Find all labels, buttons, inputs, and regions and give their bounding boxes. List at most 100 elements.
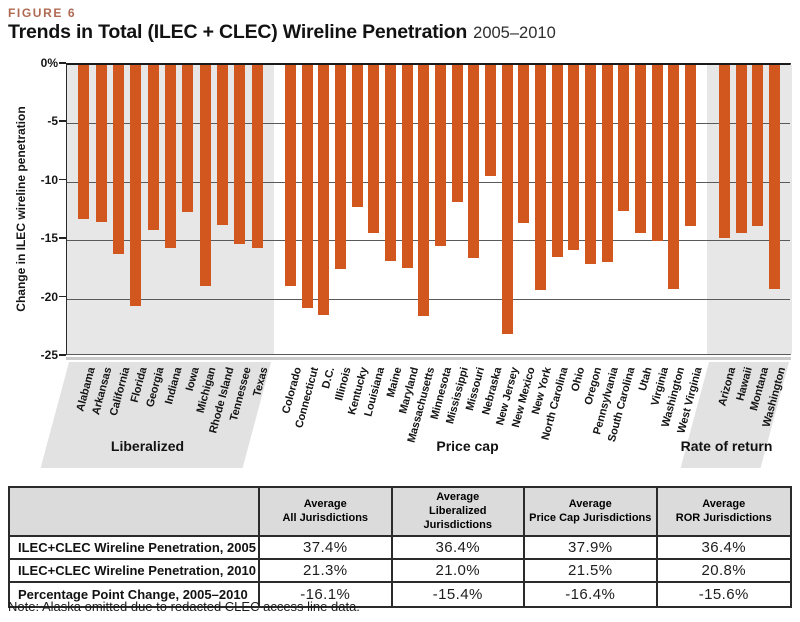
cell-r0-c0: 37.4%	[260, 537, 393, 561]
x-axis-state-labels: Alabama Arkansas California Florida Georgia I…	[66, 366, 791, 484]
x-label-d-c: D.C.	[320, 366, 338, 390]
bar-georgia	[147, 65, 159, 230]
bar-south-carolina	[618, 65, 630, 211]
y-tick-label-10: -10	[40, 172, 58, 187]
bar-arkansas	[95, 65, 107, 222]
bar-nebraska	[485, 65, 496, 176]
bar-florida	[130, 65, 142, 306]
y-tick-label-25: -25	[40, 348, 58, 362]
figure-title-years: 2005–2010	[473, 24, 556, 42]
bar-mississippi	[451, 65, 463, 202]
header-line-2: All Jurisdictions	[282, 511, 369, 524]
summary-table: Average All Jurisdictions Average Liberaliz…	[8, 486, 792, 609]
y-tick-label-20: -20	[40, 289, 58, 304]
cell-r2-c2: -16.4%	[525, 583, 658, 607]
x-label-texas: Texas	[251, 366, 271, 398]
row-label-percentage-point-change-2005-2010: Percentage Point Change, 2005–2010	[10, 583, 260, 607]
bar-texas	[251, 65, 263, 249]
bar-maine	[384, 65, 396, 262]
y-tick-mark-0	[59, 62, 66, 64]
bar-arizona	[718, 65, 730, 238]
bar-colorado	[284, 65, 296, 286]
x-label-utah: Utah	[636, 366, 655, 393]
bar-minnesota	[434, 65, 446, 247]
header-line-1: Average	[568, 497, 612, 510]
header-line-2: Liberalized Jurisdictions	[423, 504, 492, 531]
bar-virginia	[651, 65, 663, 242]
y-axis-title: Change in ILEC wireline penetration	[14, 106, 28, 312]
bar-new-mexico	[518, 65, 530, 223]
figure-number-label: FIGURE 6	[8, 6, 77, 20]
bar-utah	[635, 65, 647, 234]
bar-north-carolina	[551, 65, 563, 257]
bar-new-york	[535, 65, 547, 291]
table-header-all-jurisdictions: Average All Jurisdictions	[260, 488, 393, 538]
cell-r1-c1: 21.0%	[392, 560, 525, 584]
cell-r0-c1: 36.4%	[392, 537, 525, 561]
bar-california	[112, 65, 124, 255]
cell-r1-c3: 20.8%	[657, 560, 790, 584]
bar-connecticut	[301, 65, 313, 308]
header-line-1: Average	[303, 497, 347, 510]
bar-maryland	[401, 65, 413, 269]
bar-kentucky	[351, 65, 363, 208]
bar-louisiana	[368, 65, 380, 234]
cell-r0-c2: 37.9%	[525, 537, 658, 561]
cell-r1-c2: 21.5%	[525, 560, 658, 584]
y-tick-label-15: -15	[40, 231, 58, 246]
bar-washington	[668, 65, 680, 290]
y-tick-label-0: 0%	[40, 56, 58, 70]
bar-new-jersey	[501, 65, 513, 334]
header-line-2: Price Cap Jurisdictions	[529, 511, 652, 524]
figure-title: Trends in Total (ILEC + CLEC) Wireline P…	[8, 21, 556, 44]
cell-r2-c3: -15.6%	[657, 583, 790, 607]
table-header-ror-jurisdictions: Average ROR Jurisdictions	[657, 488, 790, 538]
bar-hawaii	[735, 65, 747, 234]
x-label-indiana: Indiana	[162, 366, 185, 406]
bar-d-c	[318, 65, 330, 315]
cell-r2-c0: -16.1%	[260, 583, 393, 607]
y-tick-mark-15	[59, 237, 66, 239]
bar-alabama	[78, 65, 90, 220]
group-title-rate-of-return: Rate of return	[680, 438, 773, 454]
header-line-1: Average	[702, 497, 746, 510]
bar-ohio	[568, 65, 580, 250]
bar-indiana	[165, 65, 176, 249]
x-label-iowa: Iowa	[183, 366, 202, 393]
bar-massachusetts	[418, 65, 430, 317]
bar-michigan	[199, 65, 211, 286]
bar-missouri	[468, 65, 480, 258]
x-label-arizona: Arizona	[716, 366, 738, 408]
bar-rhode-island	[217, 65, 229, 226]
table-corner-cell	[10, 488, 260, 538]
bar-chart-plot-area	[66, 63, 792, 355]
row-label-ilec-clec-wireline-penetration-2010: ILEC+CLEC Wireline Penetration, 2010	[10, 560, 260, 584]
y-tick-mark-5	[59, 120, 66, 122]
bar-washington	[769, 65, 781, 290]
bar-tennessee	[234, 65, 246, 244]
table-header-liberalized-jurisdictions: Average Liberalized Jurisdictions	[392, 488, 525, 538]
cell-r0-c3: 36.4%	[657, 537, 790, 561]
x-label-ohio: Ohio	[569, 366, 588, 393]
bar-illinois	[334, 65, 346, 270]
cell-r1-c0: 21.3%	[260, 560, 393, 584]
bar-west-virginia	[685, 65, 697, 227]
y-tick-label-5: -5	[47, 114, 58, 129]
bar-oregon	[585, 65, 597, 264]
y-tick-mark-10	[59, 178, 66, 181]
header-line-1: Average	[436, 491, 480, 503]
footnote: Note: Alaska omitted due to redacted CLE…	[8, 599, 360, 614]
header-line-2: ROR Jurisdictions	[675, 511, 772, 524]
bar-iowa	[182, 65, 194, 213]
row-label-ilec-clec-wireline-penetration-2005: ILEC+CLEC Wireline Penetration, 2005	[10, 537, 260, 561]
bar-pennsylvania	[601, 65, 613, 263]
group-title-price-cap: Price cap	[436, 438, 499, 454]
cell-r2-c1: -15.4%	[392, 583, 525, 607]
bar-montana	[752, 65, 764, 227]
y-tick-mark-20	[59, 295, 66, 298]
group-title-liberalized: Liberalized	[110, 438, 185, 454]
figure-title-main: Trends in Total (ILEC + CLEC) Wireline P…	[8, 21, 468, 43]
x-axis-baseline	[66, 357, 791, 360]
table-header-price-cap-jurisdictions: Average Price Cap Jurisdictions	[525, 488, 658, 538]
